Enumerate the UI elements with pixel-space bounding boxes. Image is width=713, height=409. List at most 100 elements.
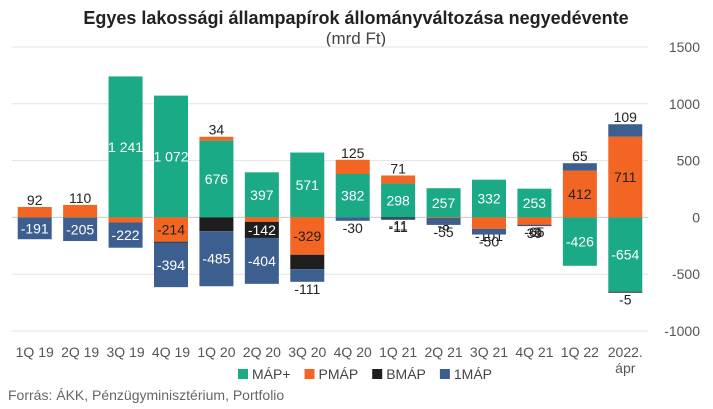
data-label: -50	[479, 234, 499, 250]
x-tick-label: 4Q 21	[515, 344, 553, 360]
data-label: -111	[294, 281, 320, 297]
bar-group: 257-8-3-55	[426, 188, 461, 240]
data-label: 1 072	[153, 149, 188, 165]
bar-segment	[608, 136, 643, 218]
bar-segment	[244, 172, 279, 218]
x-tick-label: 3Q 21	[470, 344, 508, 360]
bar-segment	[108, 76, 143, 218]
data-label: -65	[524, 224, 544, 240]
data-label: 71	[390, 160, 406, 176]
bar-segment	[244, 221, 279, 238]
x-tick-label: 1Q 19	[16, 344, 54, 360]
bar-segment	[426, 218, 461, 225]
data-label: -404	[248, 253, 276, 269]
bar-segment	[17, 217, 52, 240]
bar-group: -3110-205	[63, 190, 98, 242]
y-tick-label: 1500	[669, 39, 700, 55]
data-label: 382	[341, 188, 365, 204]
bar-segment	[290, 269, 325, 282]
legend-label: MÁP+	[252, 366, 291, 382]
data-label: -11	[389, 219, 408, 235]
data-label: 253	[523, 195, 547, 211]
x-tick-label: 1Q 20	[197, 344, 235, 360]
y-tick-label: 500	[677, 153, 701, 169]
data-label: -214	[157, 222, 185, 238]
bar-segment	[381, 175, 416, 184]
bar-segment	[290, 217, 325, 255]
bar-segment	[154, 242, 188, 288]
bar-segment	[562, 170, 597, 218]
data-label: 571	[296, 177, 320, 193]
x-tick-label: 2Q 20	[243, 344, 281, 360]
bar-segment	[517, 225, 552, 227]
bar-segment	[562, 217, 597, 266]
chart-subtitle: (mrd Ft)	[326, 29, 386, 48]
bar-group: -192-191	[17, 192, 52, 240]
bar-segment	[154, 217, 188, 242]
data-label: 1 241	[108, 139, 143, 155]
data-label: -55	[433, 224, 453, 240]
bar-group: 571-329-127-111	[290, 152, 325, 297]
data-label: 109	[614, 109, 638, 125]
data-label: 676	[205, 171, 229, 187]
data-label: -222	[112, 227, 140, 243]
bar-segment	[381, 183, 416, 218]
data-label: -191	[21, 220, 49, 236]
bar-segment	[381, 218, 416, 220]
data-label: 298	[386, 192, 410, 208]
bar-segment	[63, 217, 98, 242]
bar-segment	[517, 217, 552, 225]
x-tick-label: 3Q 19	[107, 344, 145, 360]
data-label: 125	[341, 145, 365, 161]
legend-swatch	[372, 369, 383, 379]
bar-segment	[608, 124, 643, 137]
bar-segment	[562, 163, 597, 171]
data-label: 110	[69, 190, 92, 206]
bar-segment	[154, 241, 188, 243]
y-tick-label: 0	[692, 209, 700, 225]
bar-segment	[154, 95, 188, 218]
data-label: 397	[250, 187, 274, 203]
bar-group: -654 711 -5 109	[608, 109, 643, 307]
bar-segment	[244, 217, 279, 222]
x-tick-label: 1Q 21	[379, 344, 417, 360]
x-tick-label: 4Q 20	[334, 344, 372, 360]
data-label: -654	[611, 247, 639, 263]
bar-group: -426 412 65	[562, 148, 597, 266]
data-label: -394	[157, 257, 185, 273]
legend-swatch	[238, 369, 248, 379]
x-tick-label: 2022.	[608, 344, 643, 360]
bar-segment	[608, 217, 643, 292]
x-tick-label: 2Q 21	[425, 344, 463, 360]
bar-segment	[108, 217, 143, 223]
bar-segment	[244, 237, 279, 284]
x-tick-label: ápr	[615, 360, 636, 376]
y-axis: -1000 -500 0 500 1000 1500	[664, 39, 700, 339]
legend-label: 1MÁP	[454, 366, 492, 382]
legend-label: PMÁP	[319, 366, 359, 382]
bar-group: 1 072-214-6-394	[153, 95, 189, 288]
bar-group: 397-39-142-404	[244, 172, 279, 284]
bar-segment	[472, 228, 506, 235]
x-axis: 1Q 19 2Q 19 3Q 19 4Q 19 1Q 20 2Q 20 3Q 20 4Q 20…	[16, 344, 643, 376]
data-label: -205	[66, 221, 94, 237]
bar-group: 253 -65-339	[517, 188, 552, 241]
bar-segment	[517, 188, 552, 218]
bar-segment	[335, 174, 370, 218]
data-label: -30	[343, 220, 363, 236]
bar-segment	[290, 254, 325, 270]
bar-group: 1 241-45-222	[108, 76, 143, 248]
bar-segment	[426, 188, 461, 218]
chart-title: Egyes lakossági állampapírok állományvál…	[83, 8, 628, 28]
bar-segment	[290, 152, 325, 218]
data-label: 412	[568, 186, 592, 202]
data-label: 711	[614, 169, 637, 185]
source-note: Forrás: ÁKK, Pénzügyminisztérium, Portfo…	[8, 387, 284, 403]
bar-segment	[17, 206, 52, 218]
data-label: 257	[432, 195, 456, 211]
x-tick-label: 2Q 19	[61, 344, 99, 360]
data-label: -329	[293, 228, 321, 244]
